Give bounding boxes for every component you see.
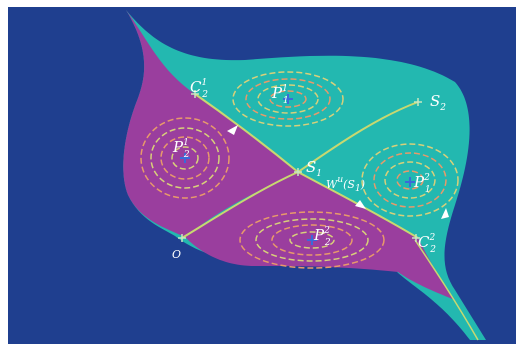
label-c12: C1 2 <box>190 78 208 100</box>
marker-p22 <box>307 235 317 245</box>
separatrix-c1-s1 <box>194 93 299 173</box>
magenta-region-upper <box>123 10 298 237</box>
marker-c12 <box>191 90 199 98</box>
separatrix-o-s1 <box>181 171 299 239</box>
marker-s2 <box>414 98 422 106</box>
orbits-p22 <box>239 211 385 269</box>
label-s1: S1 <box>306 158 322 179</box>
orbits-p12 <box>361 143 459 217</box>
label-o: O <box>172 248 181 261</box>
magenta-region-lower <box>185 172 455 300</box>
marker-s1 <box>294 168 302 176</box>
orbits-p11 <box>232 71 344 127</box>
marker-o <box>178 234 186 242</box>
arrow-upper-left <box>227 125 238 135</box>
marker-p12 <box>405 177 415 187</box>
label-wu: Wu(S1) <box>326 175 365 194</box>
saddle-markers <box>178 90 422 242</box>
cusp-line <box>414 239 479 341</box>
label-s2: S2 <box>430 92 446 113</box>
separatrix-s1-s2 <box>297 101 419 173</box>
label-c22: C2 2 <box>418 233 436 255</box>
equilibria <box>180 94 415 245</box>
label-p22: P2 2 <box>313 226 331 248</box>
label-p12: P2 1 <box>413 173 431 195</box>
orbits-p21 <box>140 117 230 199</box>
marker-c22 <box>412 234 420 242</box>
arrow-middle <box>355 200 366 209</box>
arrow-right <box>441 208 449 219</box>
marker-p21 <box>180 153 190 163</box>
label-p11: P1 1 <box>271 84 289 106</box>
label-p21: P1 2 <box>172 138 190 160</box>
marker-p11 <box>283 94 293 104</box>
